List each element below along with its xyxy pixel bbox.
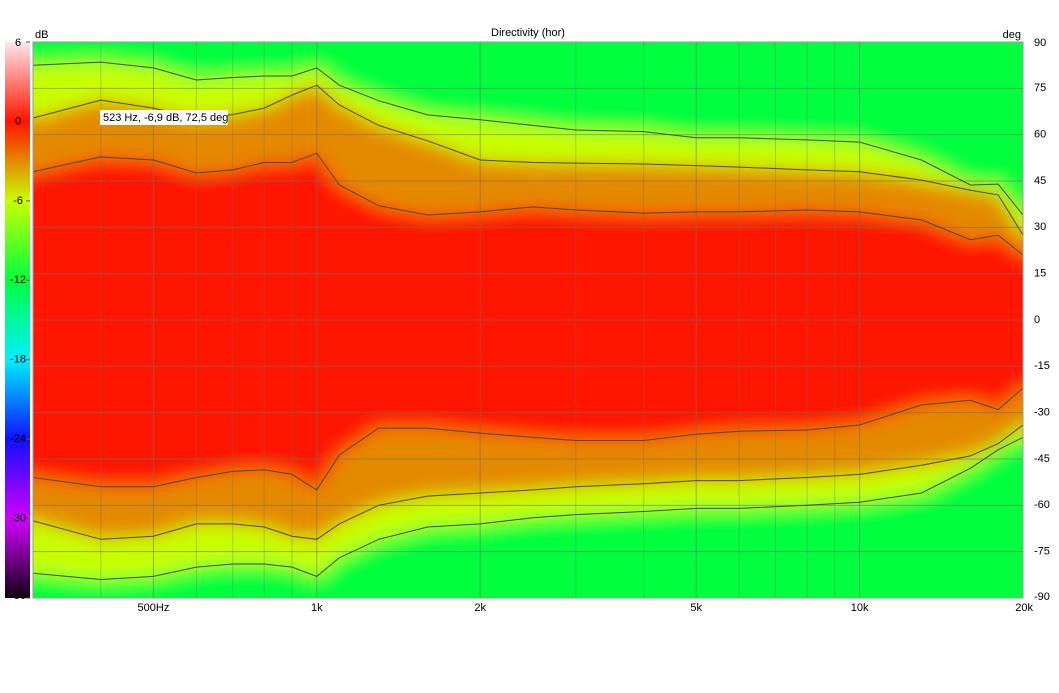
y-tick-label: 60 (1034, 129, 1046, 141)
x-tick-label: 1k (311, 602, 323, 614)
x-tick-label: 5k (690, 602, 702, 614)
contour-area (33, 153, 1023, 490)
y-axis-label: deg (1003, 29, 1021, 41)
y-tick-label: 15 (1034, 268, 1046, 280)
color-tick-label: -36 (10, 590, 26, 602)
y-tick-label: -45 (1034, 453, 1050, 465)
grid (33, 42, 1023, 598)
plot-area (33, 42, 1023, 598)
color-axis-label: dB (35, 29, 48, 41)
y-tick-label: 0 (1034, 314, 1040, 326)
color-tick-label: -30 (10, 512, 26, 524)
y-tick-label: -15 (1034, 360, 1050, 372)
x-tick-label: 20k (1015, 602, 1033, 614)
y-tick-label: -75 (1034, 546, 1050, 558)
chart-title: Directivity (hor) (491, 27, 565, 39)
y-tick-label: -30 (1034, 407, 1050, 419)
color-tick-label: 0 (15, 115, 21, 127)
color-tick-label: 6 (15, 37, 21, 49)
contour-line (33, 424, 1023, 540)
y-tick-label: 45 (1034, 175, 1046, 187)
contour-line (33, 387, 1023, 491)
x-tick-label: 500Hz (138, 602, 170, 614)
annotation-box (100, 110, 228, 125)
x-tick-label: 10k (851, 602, 869, 614)
color-tick-label: -24 (10, 433, 26, 445)
y-tick-label: -90 (1034, 591, 1050, 603)
y-tick-label: 30 (1034, 221, 1046, 233)
color-tick-label: -12 (10, 274, 26, 286)
y-tick-label: 90 (1034, 37, 1046, 49)
annotation: 523 Hz, -6,9 dB, 72,5 deg (103, 112, 228, 124)
contour-line (33, 152, 1023, 256)
y-tick-label: -60 (1034, 499, 1050, 511)
colorbar (5, 42, 30, 598)
color-tick-label: -6 (13, 195, 23, 207)
contour-line (33, 61, 1023, 216)
plot-frame (32, 41, 1024, 599)
color-tick-label: -18 (10, 354, 26, 366)
x-tick-label: 2k (474, 602, 486, 614)
y-tick-label: 75 (1034, 82, 1046, 94)
contour-line (33, 436, 1023, 581)
